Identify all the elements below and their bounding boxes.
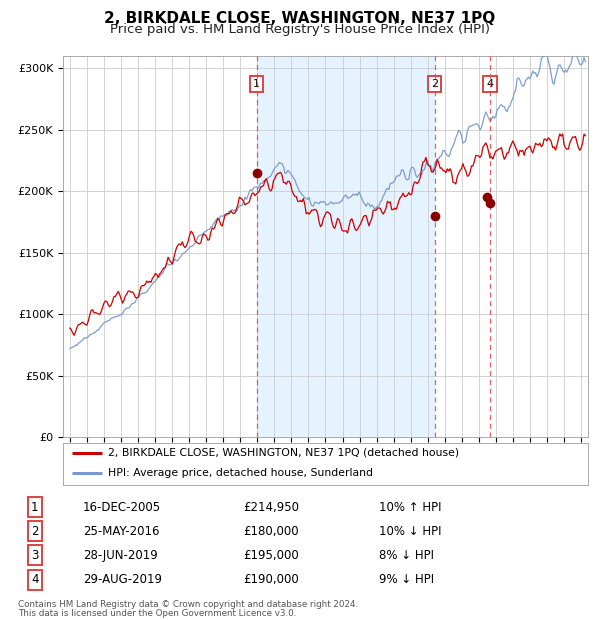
Text: £214,950: £214,950 [244, 501, 299, 514]
Text: 10% ↑ HPI: 10% ↑ HPI [379, 501, 442, 514]
Text: £180,000: £180,000 [244, 525, 299, 538]
Text: 3: 3 [31, 549, 38, 562]
Text: 1: 1 [253, 79, 260, 89]
Text: 10% ↓ HPI: 10% ↓ HPI [379, 525, 442, 538]
Text: 2: 2 [431, 79, 438, 89]
Text: 2, BIRKDALE CLOSE, WASHINGTON, NE37 1PQ: 2, BIRKDALE CLOSE, WASHINGTON, NE37 1PQ [104, 11, 496, 26]
Text: This data is licensed under the Open Government Licence v3.0.: This data is licensed under the Open Gov… [18, 609, 296, 618]
Text: 9% ↓ HPI: 9% ↓ HPI [379, 574, 434, 587]
Text: 16-DEC-2005: 16-DEC-2005 [83, 501, 161, 514]
Text: 1: 1 [31, 501, 38, 514]
Text: 2: 2 [31, 525, 38, 538]
Text: £195,000: £195,000 [244, 549, 299, 562]
Text: 2, BIRKDALE CLOSE, WASHINGTON, NE37 1PQ (detached house): 2, BIRKDALE CLOSE, WASHINGTON, NE37 1PQ … [107, 448, 459, 458]
Text: 4: 4 [487, 79, 494, 89]
Text: 25-MAY-2016: 25-MAY-2016 [83, 525, 160, 538]
Text: £190,000: £190,000 [244, 574, 299, 587]
Text: Contains HM Land Registry data © Crown copyright and database right 2024.: Contains HM Land Registry data © Crown c… [18, 600, 358, 609]
Text: 4: 4 [31, 574, 38, 587]
Text: HPI: Average price, detached house, Sunderland: HPI: Average price, detached house, Sund… [107, 468, 373, 478]
Text: 8% ↓ HPI: 8% ↓ HPI [379, 549, 434, 562]
Text: 28-JUN-2019: 28-JUN-2019 [83, 549, 158, 562]
Text: 29-AUG-2019: 29-AUG-2019 [83, 574, 162, 587]
Text: Price paid vs. HM Land Registry's House Price Index (HPI): Price paid vs. HM Land Registry's House … [110, 23, 490, 36]
Bar [257, 56, 434, 437]
